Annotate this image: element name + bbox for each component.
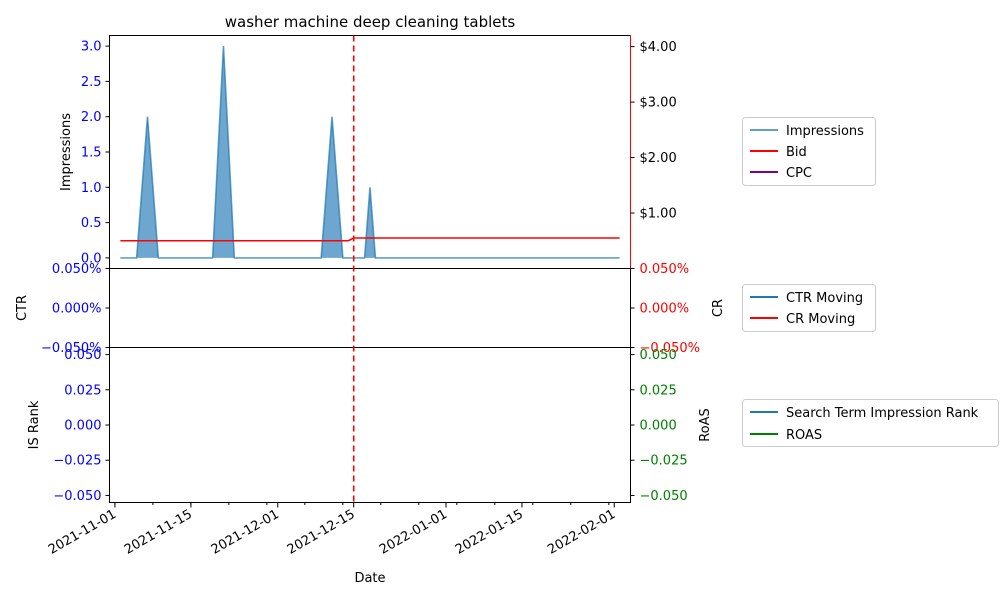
legend-label-ctr-moving: CTR Moving	[786, 291, 863, 306]
bottom-left-tick-label: 0.025	[64, 383, 101, 398]
bid-line	[120, 237, 620, 242]
legend-label-roas: ROAS	[786, 428, 822, 443]
x-tick-label: 2022-01-01	[377, 507, 450, 558]
top-left-tick-label: 1.0	[81, 181, 102, 196]
bottom-right-tick-label: 0.000	[640, 419, 677, 434]
legend-label-impressions: Impressions	[786, 124, 864, 139]
bottom-right-tick-label: −0.025	[640, 454, 688, 469]
legend-top: Impressions Bid CPC	[742, 117, 876, 186]
top-left-tick-label: 2.5	[81, 75, 102, 90]
bottom-left-tick-label: −0.050	[53, 489, 101, 504]
bottom-left-tick-label: 0.000	[64, 419, 101, 434]
bottom-panel	[109, 347, 631, 503]
bottom-right-tick-label: −0.050	[640, 489, 688, 504]
top-left-axis-label: Impressions	[59, 113, 74, 191]
bottom-right-tick-label: 0.050	[640, 348, 677, 363]
mid-left-tick-label: 0.050%	[52, 262, 102, 277]
legend-label-bid: Bid	[786, 145, 807, 160]
legend-middle: CTR Moving CR Moving	[742, 284, 876, 332]
bottom-right-axis-label: RoAS	[698, 408, 713, 442]
top-right-tick-label: $3.00	[640, 96, 677, 111]
top-left-tick-label: 3.0	[81, 40, 102, 55]
top-left-tick-label: 0.5	[81, 216, 102, 231]
bottom-right-tick-label: 0.025	[640, 383, 677, 398]
x-tick-label: 2021-11-15	[122, 507, 195, 558]
mid-right-tick-label: 0.050%	[640, 262, 690, 277]
mid-right-tick-label: −0.050%	[640, 341, 700, 356]
x-tick-label: 2021-12-01	[209, 507, 282, 558]
plot-marks	[120, 35, 620, 503]
chart-title: washer machine deep cleaning tablets	[225, 13, 516, 31]
impressions-area	[120, 46, 620, 258]
x-tick-label: 2022-02-01	[545, 507, 618, 558]
top-left-tick-label: 2.0	[81, 110, 102, 125]
top-right-tick-label: $1.00	[640, 207, 677, 222]
legend-label-cr-moving: CR Moving	[786, 312, 855, 327]
impressions-line	[120, 46, 620, 259]
bottom-left-axis-label: IS Rank	[27, 400, 42, 449]
bottom-left-tick-label: 0.050	[64, 348, 101, 363]
middle-axes: 0.050% 0.000% −0.050% 0.050% 0.000% −0.050%	[41, 262, 700, 356]
x-tick-label: 2021-12-15	[285, 507, 358, 558]
top-right-axis: $1.00 $2.00 $3.00 $4.00	[630, 40, 677, 222]
mid-left-tick-label: 0.000%	[52, 302, 102, 317]
middle-panel	[109, 268, 631, 348]
legend-label-search-term-impression-rank: Search Term Impression Rank	[786, 406, 979, 421]
x-tick-label: 2021-11-01	[46, 507, 119, 558]
top-left-axis: 0.0 0.5 1.0 1.5 2.0 2.5 3.0	[81, 40, 110, 266]
legend-bottom: Search Term Impression Rank ROAS	[742, 399, 999, 447]
top-right-tick-label: $4.00	[640, 40, 677, 55]
x-axis-label: Date	[354, 571, 385, 586]
mid-right-axis-label: CR	[711, 299, 726, 317]
x-axis: 2021-11-01 2021-11-15 2021-12-01 2021-12-15…	[46, 502, 618, 558]
x-tick-label: 2022-01-15	[453, 507, 526, 558]
top-left-tick-label: 1.5	[81, 146, 102, 161]
mid-right-tick-label: 0.000%	[640, 302, 690, 317]
bottom-left-tick-label: −0.025	[53, 454, 101, 469]
bottom-axes: 0.050 0.025 0.000 −0.025 −0.050 0.050 0.025 0.0…	[53, 348, 687, 504]
top-right-tick-label: $2.00	[640, 151, 677, 166]
mid-left-tick-label: −0.050%	[41, 341, 101, 356]
legend-label-cpc: CPC	[786, 166, 812, 181]
top-left-tick-label: 0.0	[81, 251, 102, 266]
mid-left-axis-label: CTR	[15, 295, 30, 321]
